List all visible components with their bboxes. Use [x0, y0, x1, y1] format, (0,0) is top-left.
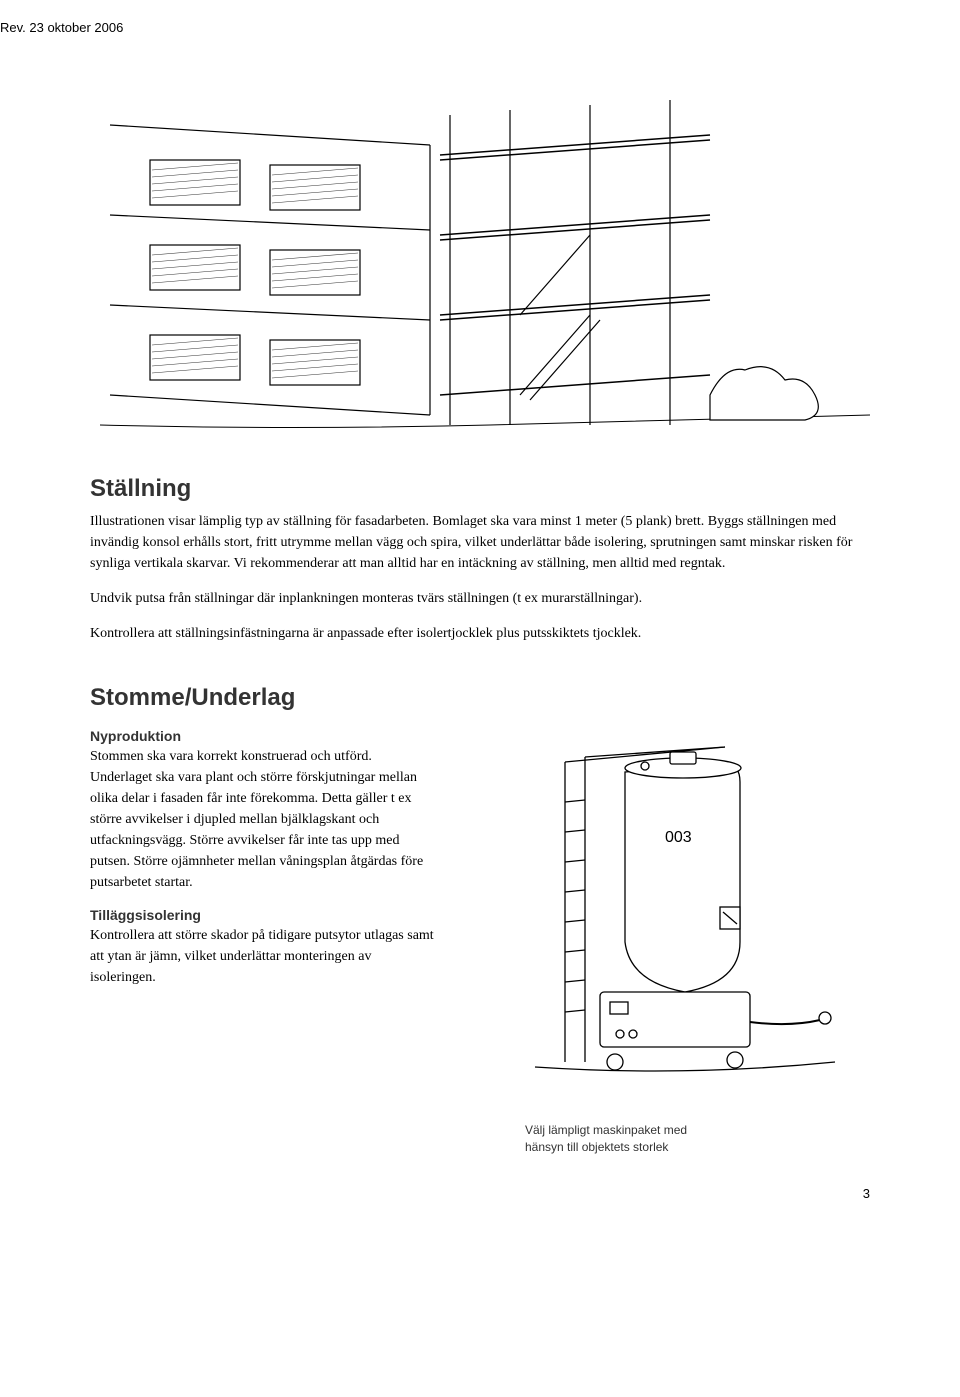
page-number: 3	[90, 1186, 870, 1201]
machine-caption: Välj lämpligt maskinpaket med hänsyn til…	[525, 1122, 725, 1156]
nyproduktion-heading: Nyproduktion	[90, 728, 435, 744]
section-stomme-heading: Stomme/Underlag	[90, 684, 870, 712]
revision-date: Rev. 23 oktober 2006	[0, 20, 870, 35]
stallning-para-1: Illustrationen visar lämplig typ av stäl…	[90, 511, 870, 574]
tillagg-text: Kontrollera att större skador på tidigar…	[90, 925, 435, 988]
scaffolding-illustration	[90, 65, 870, 445]
stomme-text-column: Nyproduktion Stommen ska vara korrekt ko…	[90, 722, 435, 1156]
nyproduktion-text: Stommen ska vara korrekt konstruerad och…	[90, 746, 435, 893]
machine-column: 003	[465, 722, 870, 1156]
stallning-para-3: Kontrollera att ställningsinfästningarna…	[90, 623, 870, 644]
stomme-two-column: Nyproduktion Stommen ska vara korrekt ko…	[90, 722, 870, 1156]
machine-illustration: 003	[525, 722, 845, 1102]
svg-text:003: 003	[665, 829, 692, 846]
stallning-para-2: Undvik putsa från ställningar där inplan…	[90, 588, 870, 609]
section-stallning-heading: Ställning	[90, 475, 870, 503]
tillagg-heading: Tilläggsisolering	[90, 907, 435, 923]
